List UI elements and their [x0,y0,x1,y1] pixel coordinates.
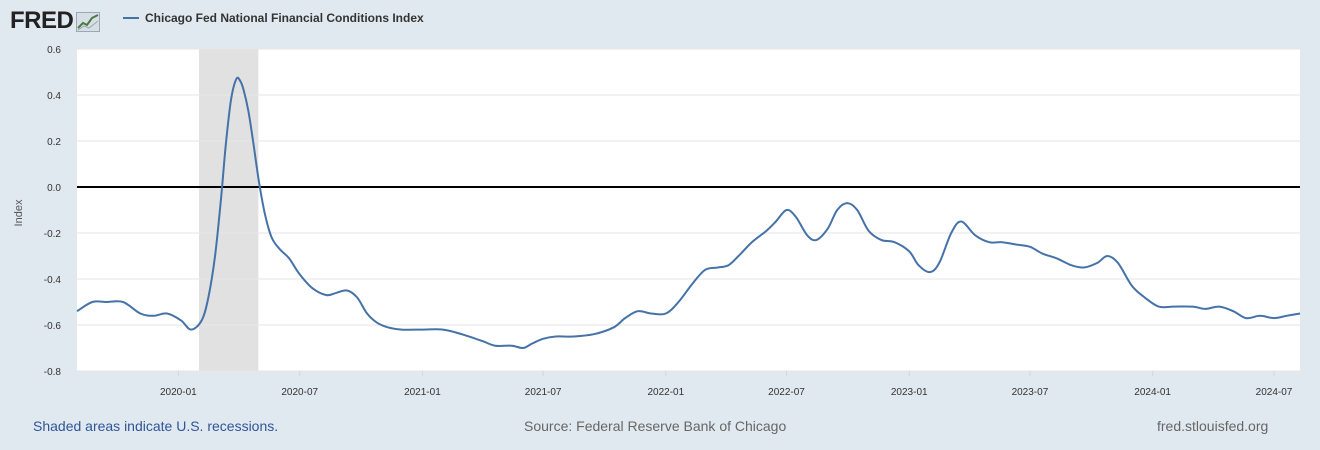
x-axis-ticks: 2020-01 2020-07 2021-01 2021-07 2022-01 2022-… [160,371,1293,398]
recession-note-link[interactable]: Shaded areas indicate U.S. recessions. [33,418,279,434]
x-tick-label: 2023-07 [1012,387,1049,398]
x-tick-label: 2021-01 [404,387,441,398]
grid-layer [77,48,1300,372]
series-layer [76,76,1301,350]
x-tick-label: 2022-01 [647,387,684,398]
x-tick-label: 2024-01 [1134,387,1171,398]
y-axis-ticks: 0.6 0.4 0.2 0.0 -0.2 -0.4 -0.6 -0.8 [44,45,62,378]
chart-legend: Chicago Fed National Financial Condition… [123,11,424,25]
y-tick-label: -0.8 [44,367,62,378]
fred-logo-text: FRED [10,7,74,34]
x-tick-label: 2023-01 [891,387,928,398]
y-tick-label: -0.4 [44,275,62,286]
fred-site-link[interactable]: fred.stlouisfed.org [1157,418,1269,434]
y-tick-label: 0.6 [47,45,61,56]
recession-band-1 [199,49,259,371]
series-line-1[interactable] [76,76,1301,350]
x-tick-label: 2020-01 [160,387,197,398]
source-text: Source: Federal Reserve Bank of Chicago [524,418,787,434]
y-tick-label: -0.6 [44,321,62,332]
recession-layer [199,49,259,371]
x-tick-label: 2024-07 [1256,387,1293,398]
y-tick-label: -0.2 [44,229,62,240]
chart-trend-icon [76,12,101,32]
y-tick-label: 0.0 [47,183,61,194]
y-tick-label: 0.4 [47,91,61,102]
fred-logo[interactable]: FRED [10,7,101,34]
y-tick-label: 0.2 [47,137,61,148]
x-tick-label: 2020-07 [281,387,318,398]
x-tick-label: 2022-07 [768,387,805,398]
legend-swatch [123,17,139,19]
legend-label: Chicago Fed National Financial Condition… [145,11,424,25]
y-axis-label: Index [13,199,25,226]
x-tick-label: 2021-07 [525,387,562,398]
plot-background [77,49,1300,371]
chart[interactable]: 0.60.40.20.0-0.2-0.4-0.6-0.8 2020-01 2020… [0,0,1320,400]
